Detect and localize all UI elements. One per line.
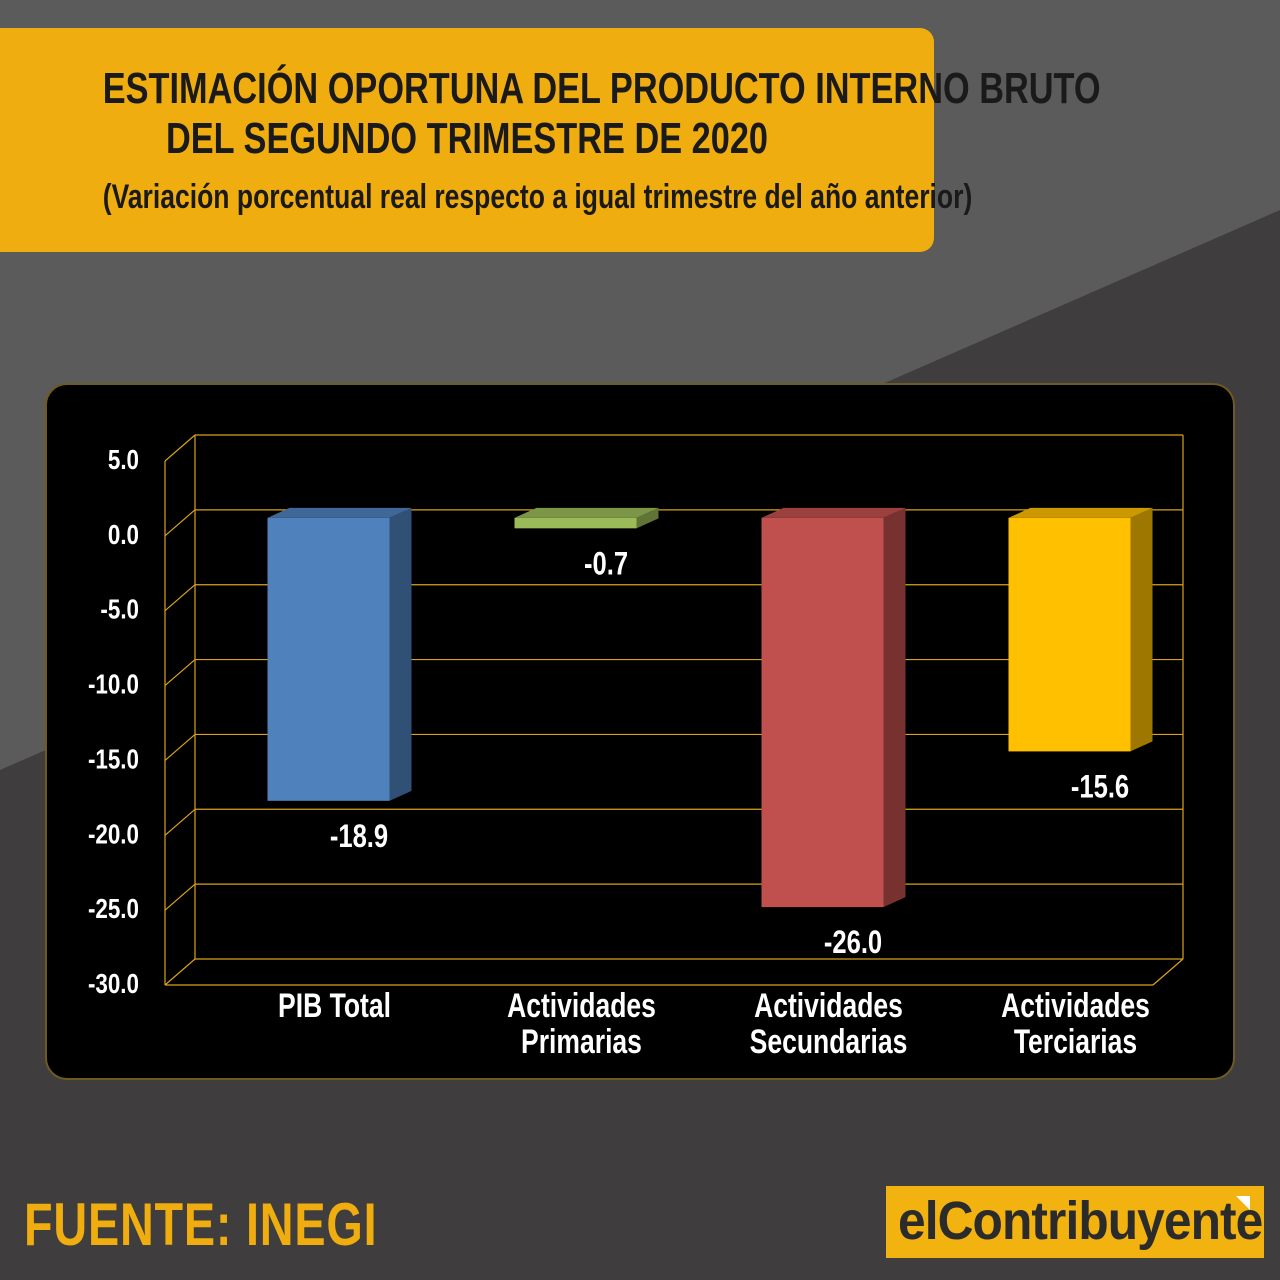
y-tick-label: -30.0	[88, 969, 139, 1000]
floor-right-edge	[1152, 958, 1184, 986]
bar-side	[636, 507, 659, 529]
x-category-label: Actividades	[507, 987, 656, 1025]
gridline-depth	[164, 733, 196, 761]
data-label: -18.9	[330, 819, 388, 854]
data-label: -26.0	[824, 926, 882, 961]
bar-side	[883, 507, 906, 908]
logo-text: elContribuyente	[898, 1191, 1263, 1251]
bar-chart: 5.0 0.0 -5.0 -10.0 -15.0 -20.0 -25.0 -30.0 -18.9…	[88, 434, 1184, 1061]
chart-subtitle: (Variación porcentual real respecto a ig…	[102, 178, 973, 216]
y-tick-label: -25.0	[88, 894, 139, 925]
data-label: -0.7	[584, 547, 628, 582]
y-tick-label: -10.0	[88, 669, 139, 700]
gridline-depth	[164, 808, 196, 836]
bar	[514, 517, 637, 529]
y-tick-label: 5.0	[108, 445, 139, 476]
x-category-label: PIB Total	[278, 987, 391, 1025]
x-category-label: Actividades	[1001, 987, 1150, 1025]
bar-top	[761, 507, 906, 518]
bar	[761, 517, 884, 908]
gridline-depth	[164, 584, 196, 612]
x-category-label: Terciarias	[1014, 1023, 1137, 1061]
brand-logo: elContribuyente	[886, 1186, 1264, 1258]
bar-top	[267, 507, 412, 518]
x-category-label: Secundarias	[750, 1023, 908, 1061]
bar-top	[1008, 507, 1153, 518]
gridline-depth	[164, 883, 196, 911]
logo-corner-icon	[1236, 1196, 1250, 1210]
data-label: -15.6	[1071, 770, 1129, 805]
bar	[1008, 517, 1131, 752]
chart-title-line-1: ESTIMACIÓN OPORTUNA DEL PRODUCTO INTERNO…	[102, 64, 1101, 113]
x-category-label: Primarias	[521, 1023, 642, 1061]
gridline-depth	[164, 958, 196, 986]
bar-side	[1130, 507, 1153, 752]
y-tick-label: -20.0	[88, 819, 139, 850]
bar	[267, 517, 390, 801]
chart-panel: 5.0 0.0 -5.0 -10.0 -15.0 -20.0 -25.0 -30.0 -18.9…	[45, 383, 1235, 1080]
y-tick-label: 0.0	[108, 520, 139, 551]
title-banner	[0, 28, 934, 252]
gridline-depth	[164, 659, 196, 687]
gridline-depth	[164, 434, 196, 462]
bar-side	[389, 507, 412, 801]
gridline-depth	[164, 509, 196, 537]
y-tick-label: -5.0	[100, 594, 139, 625]
bar-top	[514, 507, 659, 518]
x-category-label: Actividades	[754, 987, 903, 1025]
chart-title-line-2: DEL SEGUNDO TRIMESTRE DE 2020	[165, 114, 769, 163]
source-label: FUENTE: INEGI	[24, 1191, 378, 1258]
y-tick-label: -15.0	[88, 744, 139, 775]
